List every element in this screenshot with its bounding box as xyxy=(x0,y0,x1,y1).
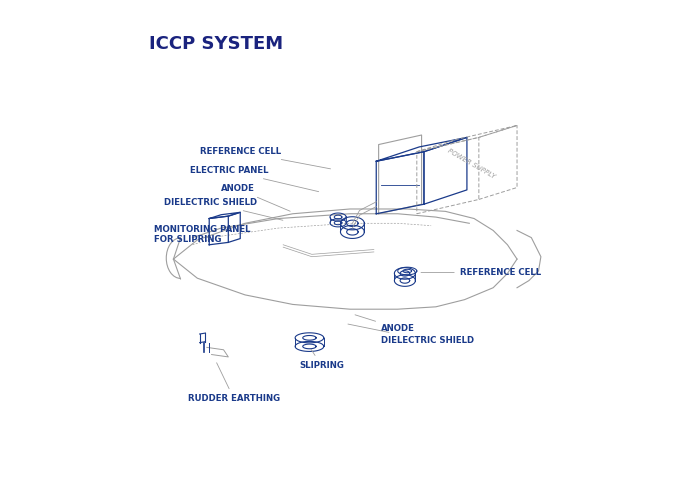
Text: ANODE: ANODE xyxy=(355,315,415,333)
Text: POWER SUPPLY: POWER SUPPLY xyxy=(447,148,496,180)
Text: DIELECTRIC SHIELD: DIELECTRIC SHIELD xyxy=(348,324,474,345)
Text: ANODE: ANODE xyxy=(220,184,290,211)
Text: RUDDER EARTHING: RUDDER EARTHING xyxy=(188,363,280,403)
Text: REFERENCE CELL: REFERENCE CELL xyxy=(199,147,330,169)
Text: SLIPRING: SLIPRING xyxy=(299,349,344,370)
Text: DIELECTRIC SHIELD: DIELECTRIC SHIELD xyxy=(164,198,283,220)
Text: ICCP SYSTEM: ICCP SYSTEM xyxy=(149,35,284,53)
Text: MONITORING PANEL
FOR SLIPRING: MONITORING PANEL FOR SLIPRING xyxy=(154,225,251,244)
Text: ELECTRIC PANEL: ELECTRIC PANEL xyxy=(190,166,318,192)
Text: REFERENCE CELL: REFERENCE CELL xyxy=(421,268,541,277)
